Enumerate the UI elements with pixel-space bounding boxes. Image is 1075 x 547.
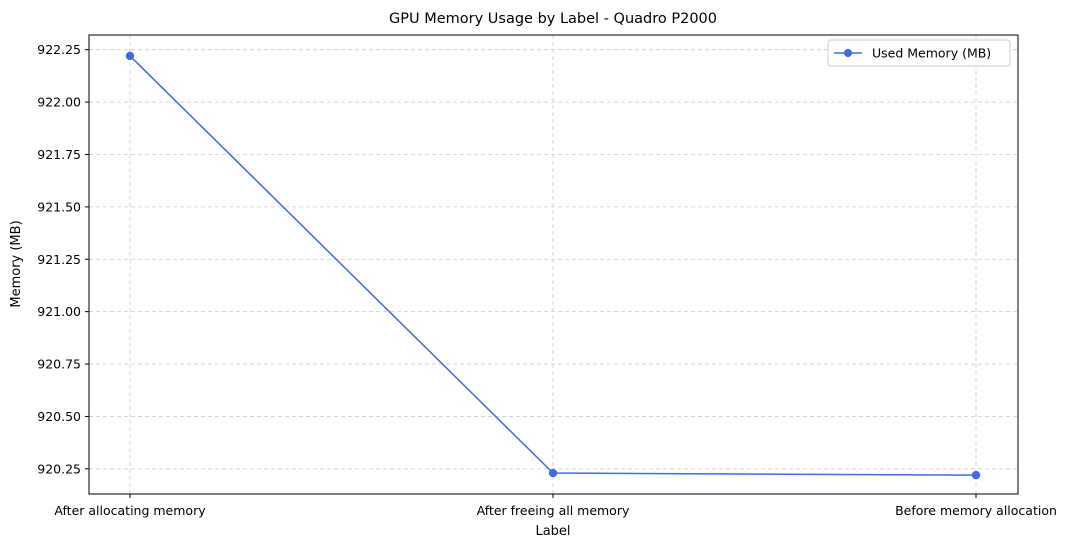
y-tick-label: 921.00 [37,304,81,319]
series-line-layer [125,51,981,480]
y-axis-label: Memory (MB) [9,220,24,307]
x-tick-label: After allocating memory [54,503,206,518]
x-tick-label: After freeing all memory [477,503,630,518]
y-tick-label: 921.75 [37,147,81,162]
legend: Used Memory (MB) [827,39,1011,67]
legend-marker-icon [844,49,852,57]
chart-title: GPU Memory Usage by Label - Quadro P2000 [389,11,717,27]
y-tick-label: 922.00 [37,95,81,110]
x-axis-label: Label [535,524,570,539]
data-point [548,468,558,478]
y-tick-label: 920.75 [37,357,81,372]
series-line [129,55,977,476]
data-point [971,470,981,480]
grid [89,35,1018,494]
x-tick-label: Before memory allocation [895,503,1057,518]
x-axis-ticks: After allocating memory After freeing all… [54,494,1057,518]
y-axis-ticks: 920.25 920.50 920.75 921.00 921.25 921.50 921.… [37,42,89,476]
y-tick-label: 921.25 [37,252,81,267]
plot-frame [88,34,1019,495]
y-tick-label: 922.25 [37,42,81,57]
y-tick-label: 920.50 [37,409,81,424]
legend-label: Used Memory (MB) [872,46,991,61]
y-tick-label: 920.25 [37,461,81,476]
data-point [125,51,135,61]
legend-box [827,39,1011,67]
y-tick-label: 921.50 [37,199,81,214]
